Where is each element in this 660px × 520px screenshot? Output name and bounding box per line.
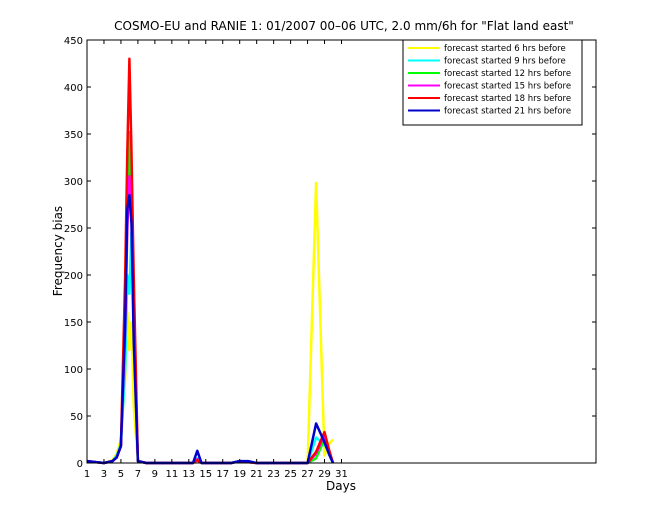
x-tick-label: 23 (267, 469, 280, 480)
y-tick-label: 50 (70, 412, 83, 423)
y-axis-label: Frequency bias (51, 206, 65, 296)
x-tick-label: 19 (233, 469, 246, 480)
y-tick-label: 150 (64, 318, 83, 329)
legend-label-6: forecast started 21 hrs before (444, 107, 571, 117)
y-tick-label: 400 (64, 83, 83, 94)
y-tick-label: 250 (64, 224, 83, 235)
axis-ticks: 1 3 5 7 9 11 13 15 17 19 21 23 25 27 29 310501001502002… (64, 36, 596, 480)
x-tick-label: 25 (284, 469, 297, 480)
x-tick-label: 7 (135, 469, 141, 480)
legend-label-3: forecast started 12 hrs before (444, 69, 571, 79)
x-tick-label: 27 (301, 469, 314, 480)
x-tick-label: 9 (152, 469, 158, 480)
x-tick-label: 29 (318, 469, 331, 480)
x-axis-label: Days (326, 479, 356, 493)
y-tick-label: 300 (64, 177, 83, 188)
x-tick-label: 13 (182, 469, 195, 480)
legend-label-5: forecast started 18 hrs before (444, 94, 571, 104)
legend: forecast started 6 hrs before forecast st… (402, 39, 583, 126)
x-tick-label: 5 (118, 469, 124, 480)
x-tick-label: 11 (165, 469, 178, 480)
x-tick-label: 17 (216, 469, 229, 480)
y-tick-label: 200 (64, 271, 83, 282)
legend-label-1: forecast started 6 hrs before (444, 44, 566, 54)
x-tick-label: 21 (250, 469, 263, 480)
x-tick-label: 1 (84, 469, 90, 480)
y-tick-label: 450 (64, 36, 83, 47)
legend-label-4: forecast started 15 hrs before (444, 82, 571, 92)
legend-label-2: forecast started 9 hrs before (444, 57, 566, 67)
y-tick-label: 0 (77, 459, 83, 470)
y-tick-label: 100 (64, 365, 83, 376)
chart-title: COSMO-EU and RANIE 1: 01/2007 00–06 UTC,… (114, 19, 574, 33)
y-tick-label: 350 (64, 130, 83, 141)
x-tick-label: 31 (335, 469, 348, 480)
x-tick-label: 3 (101, 469, 107, 480)
x-tick-label: 15 (199, 469, 212, 480)
